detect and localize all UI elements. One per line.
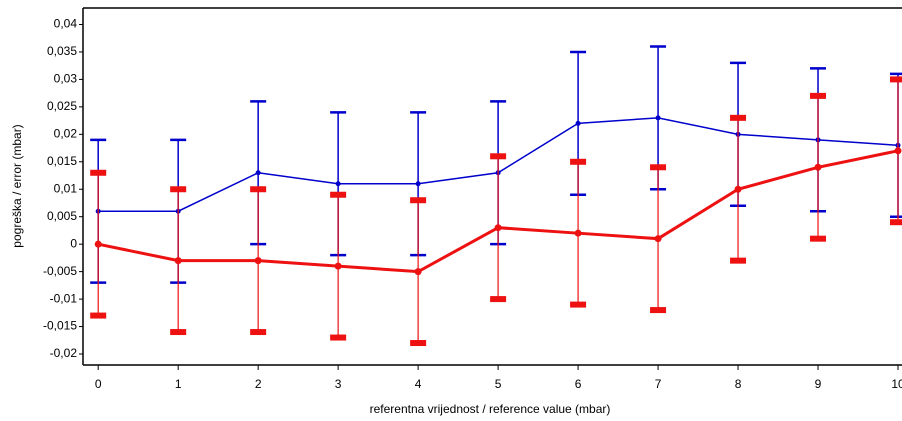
error-bar-cap [570,158,587,165]
point [414,268,422,276]
error-bar-cap [90,312,107,319]
point [574,229,582,237]
error-bar-cap [810,235,827,242]
y-tick-label: -0,005 [43,264,77,278]
x-tick-label: 3 [335,377,342,391]
point [575,120,581,126]
point [654,235,662,243]
y-tick-label: 0,04 [54,17,78,31]
x-tick-label: 1 [175,377,182,391]
x-tick-label: 10 [891,377,902,391]
y-tick-label: 0,02 [54,126,78,140]
y-tick-label: 0,03 [54,72,78,86]
error-bar-cap [570,301,587,308]
error-bar-cap [650,164,667,171]
error-bar-cap [330,334,347,341]
error-bar-cap [90,169,107,176]
error-bar-cap [170,186,187,193]
error-bar-cap [490,153,507,160]
y-tick-label: -0,01 [50,291,78,305]
point [254,257,262,265]
y-tick-label: -0,02 [50,346,78,360]
x-tick-label: 9 [815,377,822,391]
error-bar-cap [890,219,902,226]
x-tick-label: 0 [95,377,102,391]
error-bar-cap [330,191,347,198]
point [334,262,342,270]
error-bar-cap [730,257,747,264]
point [494,224,502,232]
y-tick-label: 0,01 [54,181,78,195]
error-bar-cap [410,197,427,204]
x-tick-label: 8 [735,377,742,391]
y-tick-label: 0,025 [47,99,77,113]
x-tick-label: 6 [575,377,582,391]
error-bar-cap [490,296,507,303]
x-tick-label: 4 [415,377,422,391]
x-tick-label: 5 [495,377,502,391]
point [255,170,261,176]
point [734,185,742,193]
x-tick-label: 7 [655,377,662,391]
error-bar-cap [810,92,827,99]
point [335,181,341,187]
y-axis-label: pogreška / error (mbar) [10,124,24,247]
plot-area [90,45,902,347]
point [814,163,822,171]
x-axis-label: referentna vrijednost / reference value … [370,402,611,416]
y-tick-label: 0 [70,236,77,250]
y-tick-label: 0,005 [47,209,77,223]
y-tick-label: 0,015 [47,154,77,168]
y-tick-label: -0,015 [43,319,77,333]
point [894,147,902,155]
error-bar-cap [250,186,267,193]
point [655,115,661,121]
point [94,240,102,248]
point [415,181,421,187]
x-tick-label: 2 [255,377,262,391]
point [174,257,182,265]
error-bar-cap [890,76,902,83]
error-bar-cap [250,329,267,336]
error-bar-cap [170,329,187,336]
y-tick-label: 0,035 [47,44,77,58]
error-bar-cap [650,307,667,314]
error-bar-cap [730,114,747,121]
error-bar-cap [410,340,427,347]
